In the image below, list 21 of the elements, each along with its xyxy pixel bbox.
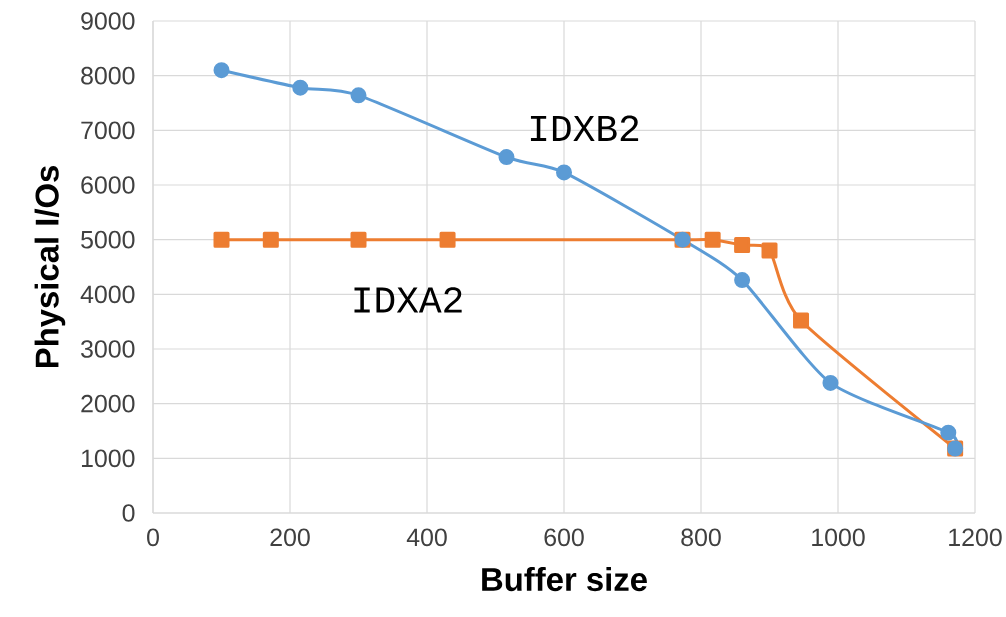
y-tick-label: 9000 xyxy=(81,12,135,30)
x-tick-label: 400 xyxy=(406,528,447,547)
y-tick-label: 8000 xyxy=(81,66,135,85)
y-tick-label: 6000 xyxy=(81,176,135,194)
series-label: IDXA2 xyxy=(354,287,462,313)
x-tick-label: 1200 xyxy=(949,528,1002,547)
series-label: IDXB2 xyxy=(530,115,639,141)
x-tick-label: 600 xyxy=(544,528,584,547)
x-tick-label: 800 xyxy=(681,528,721,547)
y-tick-label: 4000 xyxy=(80,285,135,304)
x-tick-label: 200 xyxy=(270,528,310,547)
y-tick-label: 1000 xyxy=(81,449,135,468)
y-tick-label: 7000 xyxy=(81,121,135,140)
x-axis-title: Buffer size xyxy=(482,566,647,592)
y-tick-label: 5000 xyxy=(81,230,135,249)
y-tick-label: 3000 xyxy=(81,340,135,358)
y-tick-label: 0 xyxy=(122,504,135,522)
y-tick-label: 2000 xyxy=(81,394,135,413)
x-tick-label: 1000 xyxy=(812,528,865,547)
y-axis-title: Physical I/Os xyxy=(34,166,66,368)
x-tick-label: 0 xyxy=(147,528,159,547)
